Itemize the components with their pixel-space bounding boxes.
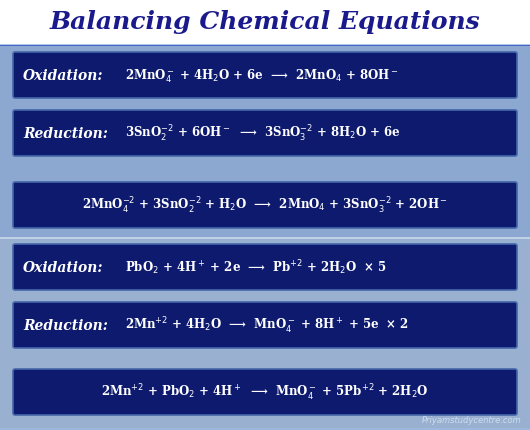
Text: Reduction:: Reduction:	[23, 318, 108, 332]
Bar	[0, 0, 530, 45]
Text: Reduction:: Reduction:	[23, 127, 108, 141]
Text: Priyamstudycentre.com: Priyamstudycentre.com	[422, 415, 522, 424]
Text: Oxidation:: Oxidation:	[23, 261, 103, 274]
FancyBboxPatch shape	[13, 302, 517, 348]
FancyBboxPatch shape	[13, 53, 517, 99]
Text: 2MnO$_4^-$ + 4H$_2$O + 6e  ⟶  2MnO$_4$ + 8OH$^-$: 2MnO$_4^-$ + 4H$_2$O + 6e ⟶ 2MnO$_4$ + 8…	[125, 67, 399, 85]
Text: 2MnO$_4^{-2}$ + 3SnO$_2^{-2}$ + H$_2$O  ⟶  2MnO$_4$ + 3SnO$_3^{-2}$ + 2OH$^-$: 2MnO$_4^{-2}$ + 3SnO$_2^{-2}$ + H$_2$O ⟶…	[82, 196, 448, 215]
Bar	[0, 240, 530, 428]
Text: Oxidation:: Oxidation:	[23, 69, 103, 83]
FancyBboxPatch shape	[13, 111, 517, 157]
Text: 2Mn$^{+2}$ + PbO$_2$ + 4H$^+$  ⟶  MnO$_4^-$ + 5Pb$^{+2}$ + 2H$_2$O: 2Mn$^{+2}$ + PbO$_2$ + 4H$^+$ ⟶ MnO$_4^-…	[101, 382, 429, 402]
FancyBboxPatch shape	[13, 369, 517, 415]
Bar	[0, 46, 530, 50]
Text: PbO$_2$ + 4H$^+$ + 2e  ⟶  Pb$^{+2}$ + 2H$_2$O  × 5: PbO$_2$ + 4H$^+$ + 2e ⟶ Pb$^{+2}$ + 2H$_…	[125, 258, 387, 277]
FancyBboxPatch shape	[13, 183, 517, 228]
Text: Balancing Chemical Equations: Balancing Chemical Equations	[50, 10, 480, 34]
FancyBboxPatch shape	[13, 244, 517, 290]
Text: 3SnO$_2^{-2}$ + 6OH$^-$  ⟶  3SnO$_3^{-2}$ + 8H$_2$O + 6e: 3SnO$_2^{-2}$ + 6OH$^-$ ⟶ 3SnO$_3^{-2}$ …	[125, 124, 401, 144]
Bar	[0, 47, 530, 237]
Bar	[0, 50, 530, 53]
Text: 2Mn$^{+2}$ + 4H$_2$O  ⟶  MnO$_4^-$ + 8H$^+$ + 5e  × 2: 2Mn$^{+2}$ + 4H$_2$O ⟶ MnO$_4^-$ + 8H$^+…	[125, 315, 409, 335]
